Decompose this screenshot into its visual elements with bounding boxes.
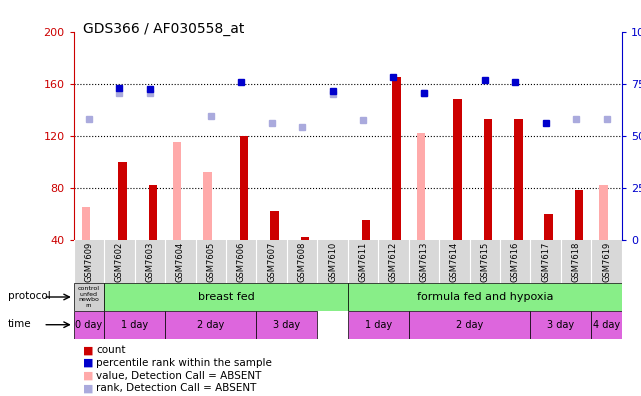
Text: count: count — [96, 345, 126, 356]
Bar — [256, 311, 317, 339]
Text: GSM7609: GSM7609 — [85, 242, 94, 282]
Text: 2 day: 2 day — [456, 320, 483, 330]
Bar — [453, 99, 462, 240]
Bar — [347, 311, 409, 339]
Text: GSM7605: GSM7605 — [206, 242, 215, 282]
Text: control
unfed
newbo
rn: control unfed newbo rn — [78, 286, 100, 308]
Text: formula fed and hypoxia: formula fed and hypoxia — [417, 292, 553, 302]
Bar — [74, 311, 104, 339]
Text: ■: ■ — [83, 358, 94, 368]
Text: GSM7614: GSM7614 — [450, 242, 459, 282]
Text: value, Detection Call = ABSENT: value, Detection Call = ABSENT — [96, 371, 262, 381]
Text: GSM7617: GSM7617 — [541, 242, 550, 282]
Bar — [271, 211, 279, 240]
Text: GSM7612: GSM7612 — [389, 242, 398, 282]
Text: breast fed: breast fed — [197, 292, 254, 302]
Bar — [575, 190, 583, 240]
Bar — [514, 119, 522, 240]
Text: GSM7604: GSM7604 — [176, 242, 185, 282]
Bar — [203, 172, 212, 240]
Text: 4 day: 4 day — [593, 320, 620, 330]
Text: GSM7611: GSM7611 — [358, 242, 367, 282]
Text: GSM7606: GSM7606 — [237, 242, 246, 282]
Text: GSM7618: GSM7618 — [572, 242, 581, 282]
Bar — [301, 237, 310, 240]
Bar — [240, 135, 249, 240]
Text: ■: ■ — [83, 383, 94, 394]
Bar — [165, 311, 256, 339]
Bar — [362, 220, 370, 240]
Bar — [104, 311, 165, 339]
Bar — [591, 311, 622, 339]
Bar — [74, 283, 104, 311]
Bar — [118, 162, 127, 240]
Text: 3 day: 3 day — [547, 320, 574, 330]
Bar — [149, 185, 157, 240]
Bar — [104, 283, 347, 311]
Text: GSM7602: GSM7602 — [115, 242, 124, 282]
Text: GSM7603: GSM7603 — [146, 242, 154, 282]
Bar — [409, 311, 530, 339]
Bar — [483, 119, 492, 240]
Bar — [599, 185, 608, 240]
Bar — [544, 213, 553, 240]
Text: GSM7615: GSM7615 — [480, 242, 489, 282]
Text: GSM7607: GSM7607 — [267, 242, 276, 282]
Text: time: time — [8, 319, 31, 329]
Text: 0 day: 0 day — [76, 320, 103, 330]
Bar — [81, 207, 90, 240]
Text: GSM7613: GSM7613 — [419, 242, 428, 282]
Text: ■: ■ — [83, 345, 94, 356]
Bar — [417, 133, 425, 240]
Text: 1 day: 1 day — [121, 320, 148, 330]
Text: percentile rank within the sample: percentile rank within the sample — [96, 358, 272, 368]
Text: 2 day: 2 day — [197, 320, 224, 330]
Text: protocol: protocol — [8, 291, 51, 301]
Text: GSM7608: GSM7608 — [297, 242, 306, 282]
Bar — [173, 142, 181, 240]
Text: GDS366 / AF030558_at: GDS366 / AF030558_at — [83, 22, 245, 36]
Text: GSM7610: GSM7610 — [328, 242, 337, 282]
Bar — [530, 311, 591, 339]
Text: GSM7619: GSM7619 — [602, 242, 611, 282]
Text: 1 day: 1 day — [365, 320, 392, 330]
Bar — [347, 283, 622, 311]
Text: rank, Detection Call = ABSENT: rank, Detection Call = ABSENT — [96, 383, 256, 394]
Text: 3 day: 3 day — [273, 320, 301, 330]
Text: GSM7616: GSM7616 — [511, 242, 520, 282]
Bar — [392, 77, 401, 240]
Text: ■: ■ — [83, 371, 94, 381]
